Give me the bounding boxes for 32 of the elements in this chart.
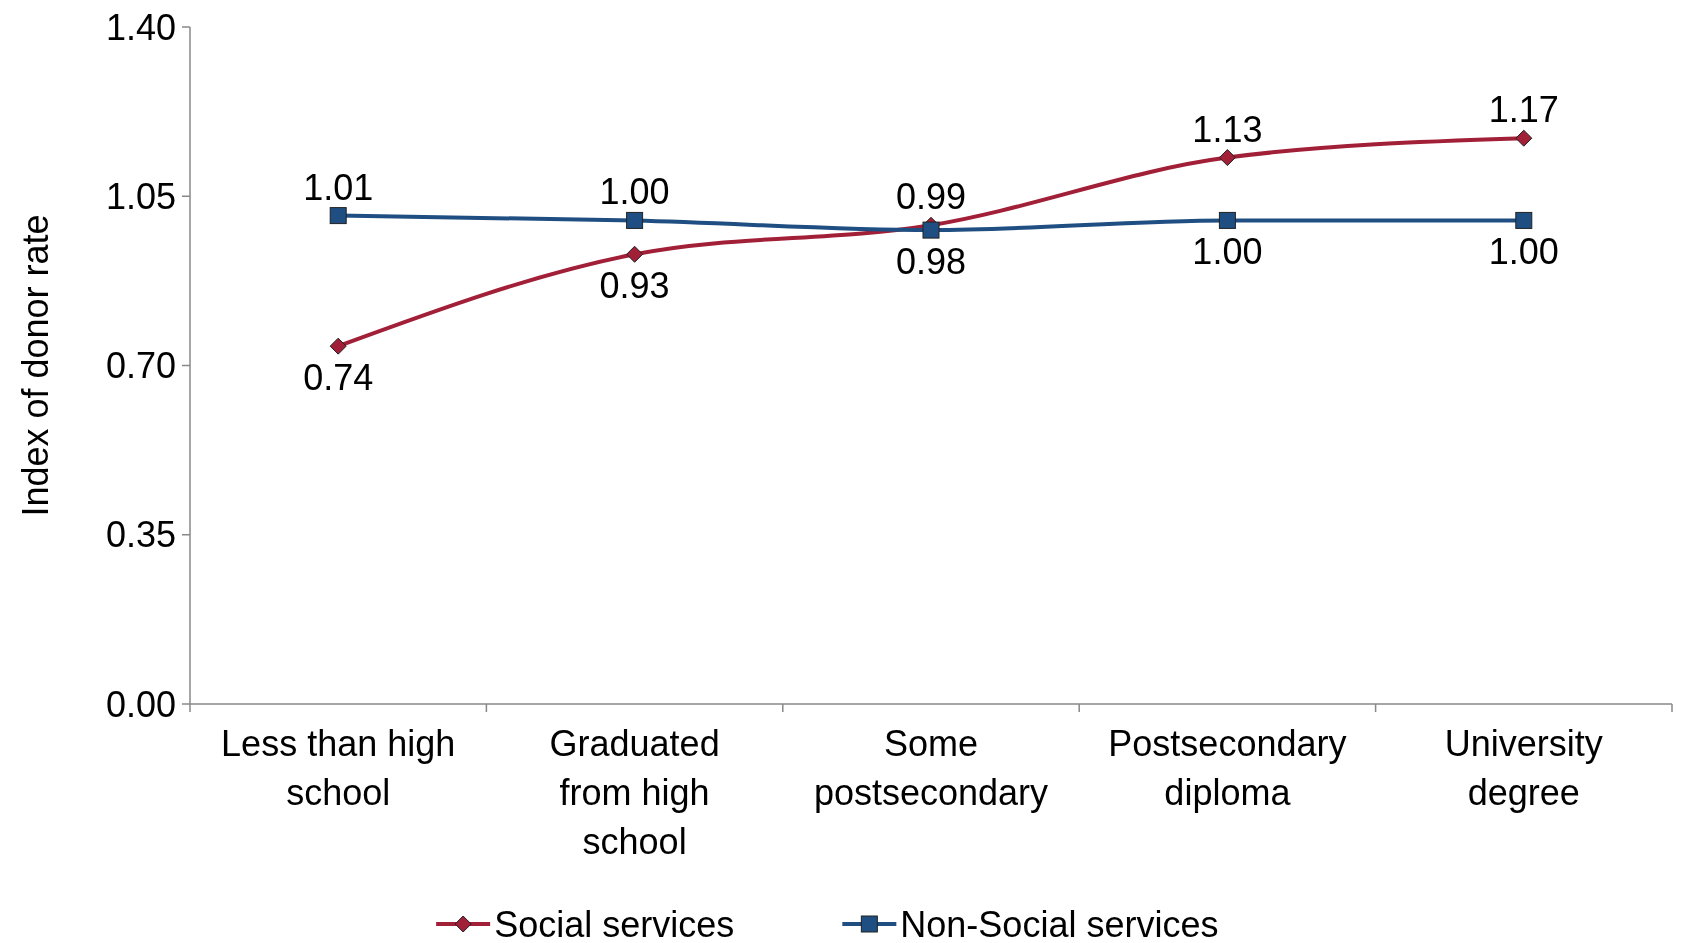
x-tick-label: Some postsecondary <box>813 723 1049 813</box>
data-label: 0.98 <box>895 241 967 283</box>
point <box>626 211 644 229</box>
x-tick-label: Graduated from high school <box>549 723 720 862</box>
point <box>329 337 347 355</box>
y-axis-title: Index of donor rate <box>15 214 56 517</box>
y-tick-label: 1.05 <box>105 175 176 217</box>
point <box>1218 149 1236 167</box>
point <box>1218 211 1236 229</box>
y-tick-label: 0.35 <box>105 514 176 556</box>
data-label: 1.01 <box>303 166 374 208</box>
data-label: 1.13 <box>1192 108 1263 150</box>
x-tick-label: Postsecondary diploma <box>1108 723 1347 813</box>
point <box>922 221 940 239</box>
data-label: 0.99 <box>895 176 967 218</box>
data-label: 1.00 <box>599 171 670 213</box>
data-label: 0.93 <box>599 265 670 307</box>
point <box>626 245 644 263</box>
data-label: 1.00 <box>1488 231 1559 273</box>
data-label: 1.17 <box>1488 89 1559 131</box>
y-tick-label: 0.00 <box>105 683 176 725</box>
legend-label: Social services <box>494 903 735 943</box>
x-tick-label: Less than high school <box>221 723 456 813</box>
data-label: 1.00 <box>1192 231 1263 273</box>
x-tick-label: University degree <box>1444 723 1603 813</box>
point <box>329 207 347 225</box>
point <box>1515 129 1533 147</box>
legend-label: Non-Social services <box>900 903 1219 943</box>
y-tick-label: 0.70 <box>105 345 176 387</box>
data-label: 0.74 <box>303 357 374 399</box>
point <box>1515 211 1533 229</box>
y-tick-label: 1.40 <box>105 6 176 48</box>
